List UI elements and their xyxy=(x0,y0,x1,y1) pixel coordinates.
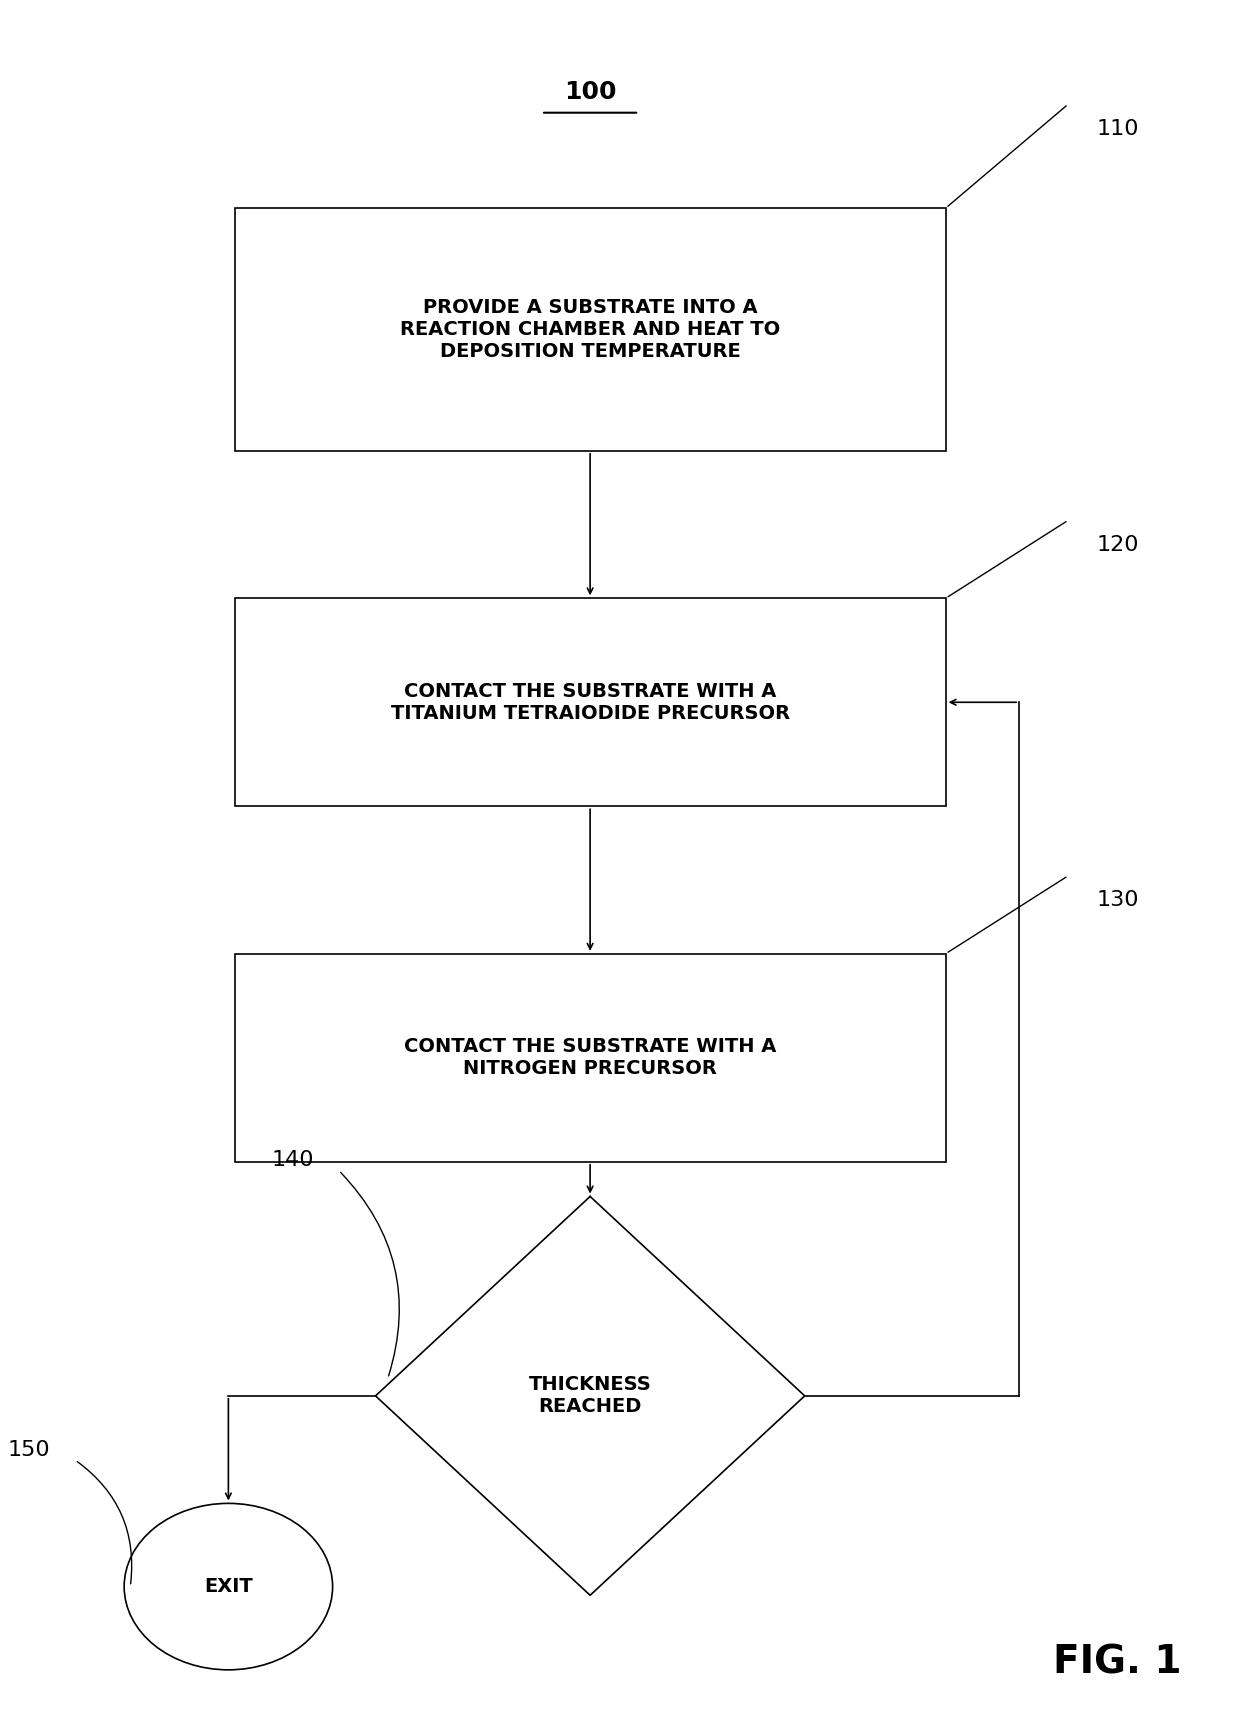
Text: PROVIDE A SUBSTRATE INTO A
REACTION CHAMBER AND HEAT TO
DEPOSITION TEMPERATURE: PROVIDE A SUBSTRATE INTO A REACTION CHAM… xyxy=(401,298,780,361)
Text: EXIT: EXIT xyxy=(205,1578,253,1595)
Text: 140: 140 xyxy=(272,1150,314,1170)
FancyBboxPatch shape xyxy=(234,208,946,451)
Text: 110: 110 xyxy=(1096,118,1138,139)
Text: 100: 100 xyxy=(564,80,616,104)
Text: CONTACT THE SUBSTRATE WITH A
TITANIUM TETRAIODIDE PRECURSOR: CONTACT THE SUBSTRATE WITH A TITANIUM TE… xyxy=(391,681,790,723)
Text: 150: 150 xyxy=(7,1439,51,1460)
Text: THICKNESS
REACHED: THICKNESS REACHED xyxy=(528,1375,651,1417)
Polygon shape xyxy=(376,1196,805,1595)
FancyBboxPatch shape xyxy=(234,598,946,806)
Ellipse shape xyxy=(124,1503,332,1670)
Text: 130: 130 xyxy=(1096,890,1138,910)
FancyBboxPatch shape xyxy=(234,954,946,1162)
Text: 120: 120 xyxy=(1096,534,1138,555)
Text: CONTACT THE SUBSTRATE WITH A
NITROGEN PRECURSOR: CONTACT THE SUBSTRATE WITH A NITROGEN PR… xyxy=(404,1037,776,1079)
Text: FIG. 1: FIG. 1 xyxy=(1053,1644,1182,1682)
